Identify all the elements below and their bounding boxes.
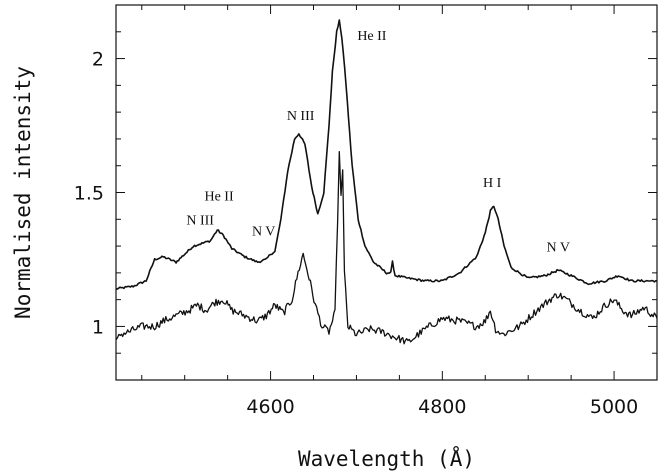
x-tick-label: 4800 (418, 396, 466, 418)
tick-labels: 4600 4800 5000 1 1.5 2 (74, 49, 638, 418)
x-tick-label: 5000 (590, 396, 638, 418)
y-tick-label: 1.5 (74, 183, 104, 205)
annotation-group: N III He II N V N III He II H I N V (186, 29, 570, 256)
spectrum-line-1 (115, 19, 658, 290)
line-annotation: He II (357, 29, 386, 44)
line-annotation: N III (287, 109, 315, 124)
line-annotation: H I (483, 176, 502, 191)
line-annotation: N V (547, 240, 570, 255)
y-tick-label: 2 (92, 49, 104, 71)
line-annotation: N III (186, 214, 214, 229)
axis-ticks (116, 4, 658, 381)
series-group (115, 19, 658, 345)
line-annotation: N V (252, 224, 275, 239)
x-tick-label: 4600 (246, 396, 294, 418)
x-axis-label: Wavelength (Å) (298, 445, 475, 471)
line-annotation: He II (204, 190, 233, 205)
y-axis-label: Normalised intensity (11, 66, 35, 319)
plot-frame (115, 4, 658, 381)
y-tick-label: 1 (92, 316, 104, 338)
spectrum-line-2 (115, 150, 658, 345)
